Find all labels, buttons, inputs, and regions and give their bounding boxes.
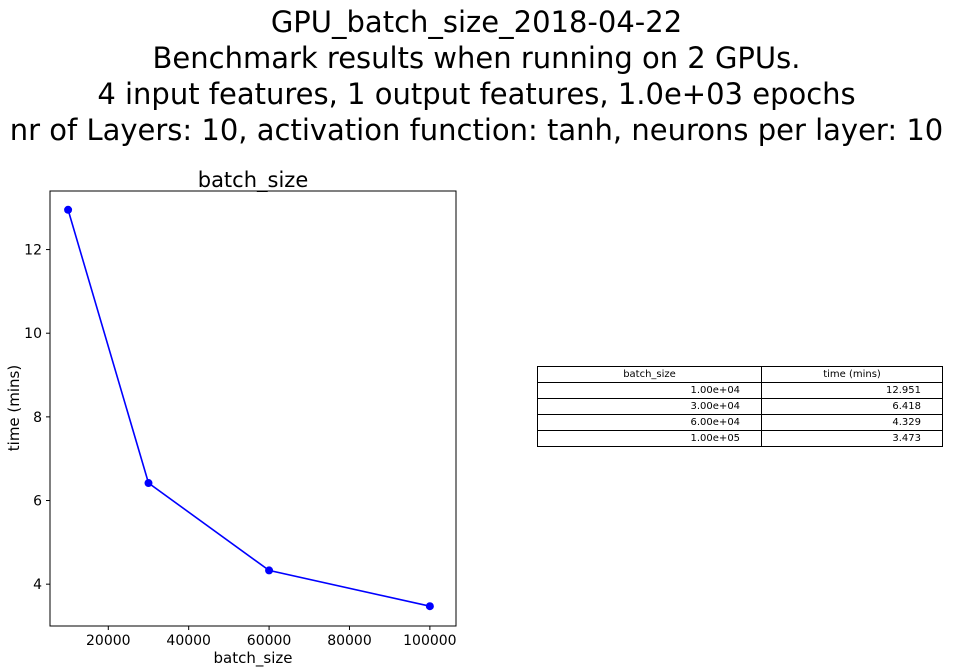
table-row: 1.00e+05 3.473 [536, 430, 943, 447]
x-tick-label: 40000 [166, 633, 211, 649]
suptitle-line-3: 4 input features, 1 output features, 1.0… [97, 77, 856, 111]
data-point [425, 602, 434, 611]
x-axis-label: batch_size [214, 649, 293, 668]
y-tick-label: 6 [33, 494, 42, 510]
axis-ticks: 20000 40000 60000 80000 100000 4 6 8 10 12 [24, 243, 456, 649]
table-header-batch-size: batch_size [536, 366, 763, 383]
x-tick-label: 20000 [86, 633, 131, 649]
table-cell-batch-size: 1.00e+05 [536, 430, 763, 447]
suptitle-line-4: nr of Layers: 10, activation function: t… [9, 113, 944, 147]
chart-title: batch_size [198, 168, 309, 193]
table-cell-batch-size: 6.00e+04 [536, 414, 763, 431]
results-table: batch_size time (mins) 1.00e+04 12.951 3… [536, 366, 943, 447]
figure-suptitle: GPU_batch_size_2018-04-22 Benchmark resu… [0, 4, 953, 148]
table-cell-time: 3.473 [761, 430, 943, 447]
x-tick-label: 80000 [327, 633, 372, 649]
table-row: 1.00e+04 12.951 [536, 382, 943, 399]
table-cell-time: 6.418 [761, 398, 943, 415]
x-tick-label: 60000 [247, 633, 292, 649]
y-tick-label: 8 [33, 410, 42, 426]
suptitle-line-2: Benchmark results when running on 2 GPUs… [152, 41, 801, 75]
table-cell-batch-size: 1.00e+04 [536, 382, 763, 399]
series-marks [64, 205, 434, 611]
table-row: 6.00e+04 4.329 [536, 414, 943, 431]
suptitle-line-1: GPU_batch_size_2018-04-22 [270, 5, 683, 39]
data-point [64, 205, 73, 214]
table-header-row: batch_size time (mins) [536, 366, 943, 383]
data-point [265, 566, 274, 575]
table-cell-time: 12.951 [761, 382, 943, 399]
series-line [67, 209, 431, 607]
table-cell-batch-size: 3.00e+04 [536, 398, 763, 415]
y-axis-label: time (mins) [5, 365, 23, 451]
x-tick-label: 100000 [403, 633, 456, 649]
data-point [144, 479, 153, 488]
table-cell-time: 4.329 [761, 414, 943, 431]
plot-area-frame [49, 190, 457, 627]
y-tick-label: 10 [24, 326, 42, 342]
y-tick-label: 12 [24, 243, 42, 259]
y-tick-label: 4 [33, 577, 42, 593]
table-header-time: time (mins) [761, 366, 943, 383]
table-row: 3.00e+04 6.418 [536, 398, 943, 415]
